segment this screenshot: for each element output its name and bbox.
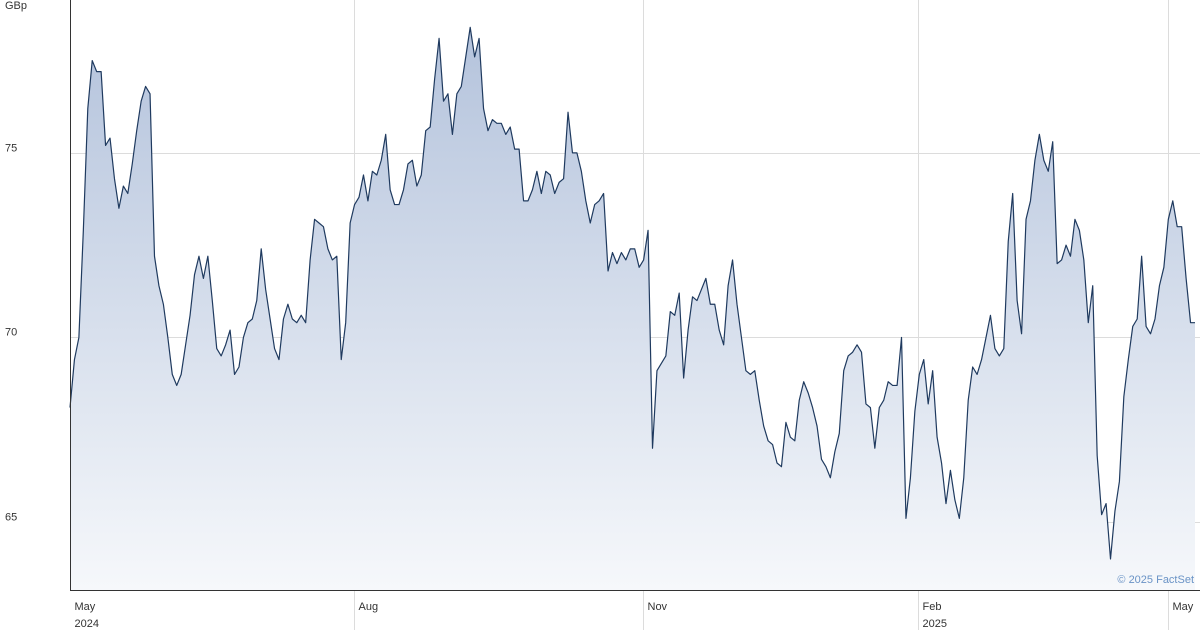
y-tick-label: 75: [5, 142, 17, 154]
x-tick-label: Feb: [923, 601, 942, 613]
y-axis-unit: GBp: [5, 0, 27, 12]
axes: [70, 0, 1200, 591]
plot: [69, 26, 1195, 590]
y-tick-label: 65: [5, 511, 17, 523]
price-line: [69, 26, 1195, 560]
x-tick-label: May: [1173, 601, 1194, 613]
credit: © 2025 FactSet: [1117, 574, 1194, 586]
x-tick-year: 2024: [75, 618, 99, 630]
x-tick-label: May: [75, 601, 96, 613]
area-fill: [70, 27, 1195, 590]
x-tick-label: Aug: [359, 601, 379, 613]
y-tick-label: 70: [5, 326, 17, 338]
x-tick-year: 2025: [923, 618, 947, 630]
x-tick-label: Nov: [648, 601, 668, 613]
